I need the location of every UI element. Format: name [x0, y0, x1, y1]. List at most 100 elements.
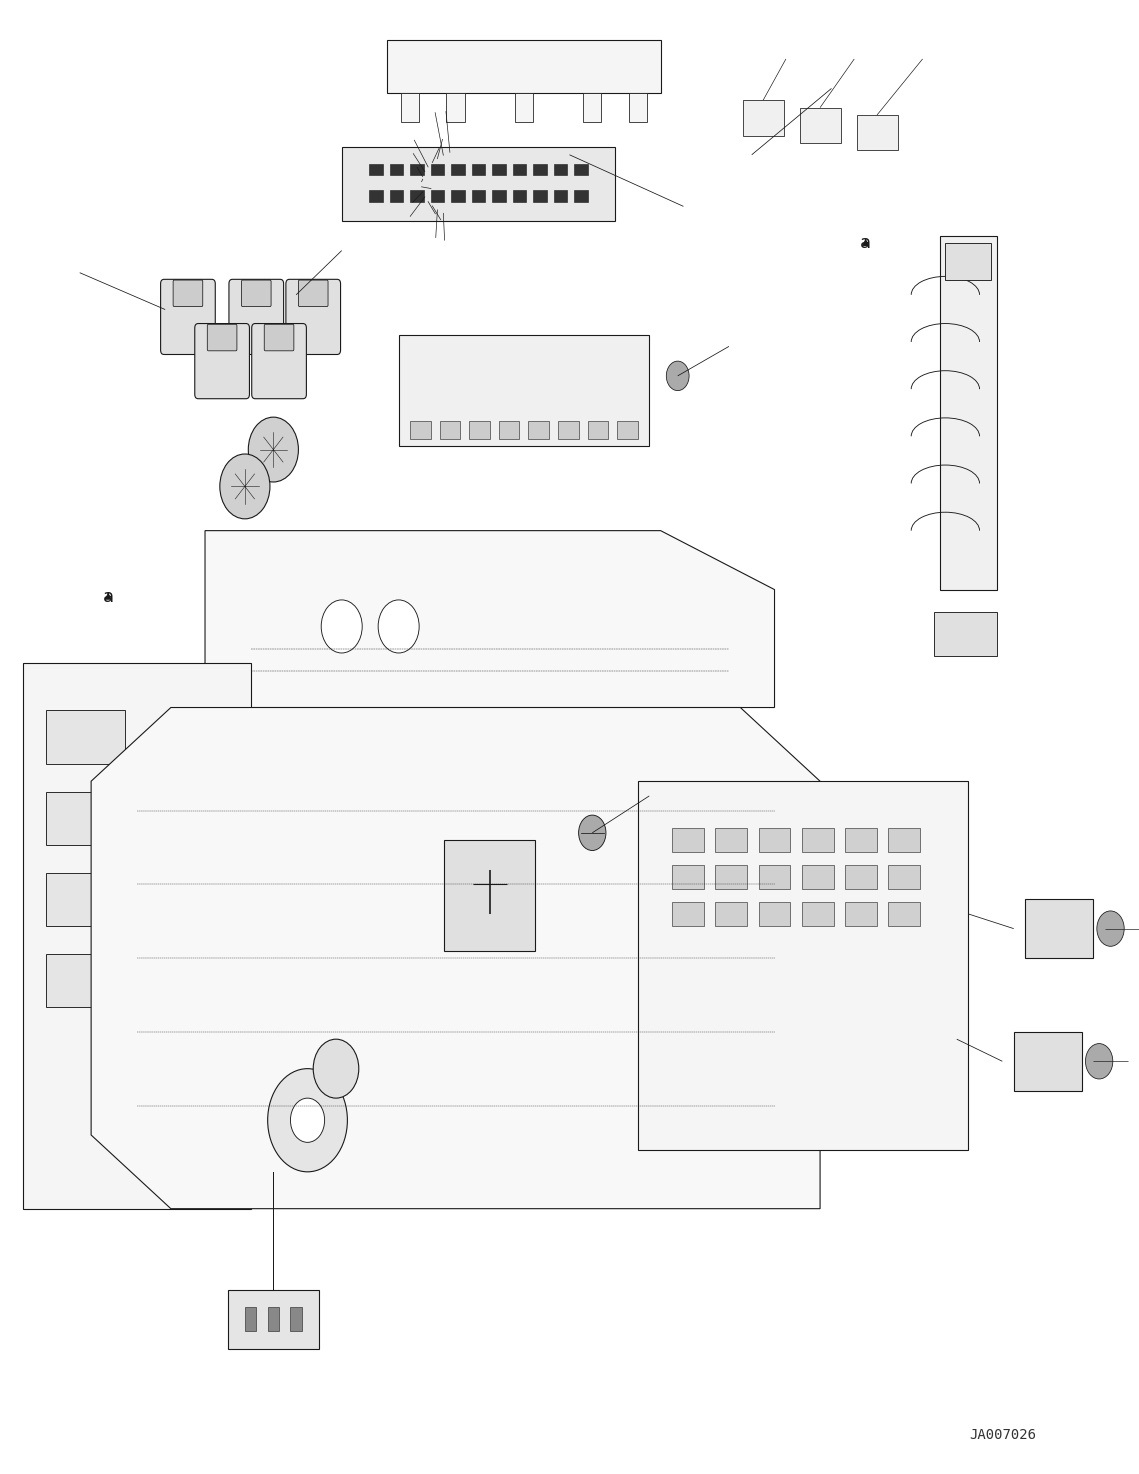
FancyBboxPatch shape	[207, 324, 237, 351]
FancyBboxPatch shape	[1025, 899, 1093, 958]
Text: JA007026: JA007026	[969, 1428, 1035, 1442]
FancyBboxPatch shape	[399, 336, 649, 447]
Circle shape	[313, 1039, 359, 1098]
Circle shape	[290, 1098, 325, 1142]
FancyBboxPatch shape	[46, 710, 125, 764]
FancyBboxPatch shape	[558, 422, 579, 439]
FancyBboxPatch shape	[672, 828, 704, 852]
Circle shape	[1097, 911, 1124, 946]
FancyBboxPatch shape	[472, 190, 485, 202]
FancyBboxPatch shape	[492, 164, 506, 175]
Circle shape	[579, 815, 606, 850]
FancyBboxPatch shape	[46, 873, 125, 926]
FancyBboxPatch shape	[857, 115, 898, 150]
Circle shape	[220, 454, 270, 519]
FancyBboxPatch shape	[298, 280, 328, 307]
FancyBboxPatch shape	[264, 324, 294, 351]
FancyBboxPatch shape	[715, 865, 747, 889]
FancyBboxPatch shape	[46, 792, 125, 845]
FancyBboxPatch shape	[252, 324, 306, 398]
FancyBboxPatch shape	[672, 865, 704, 889]
FancyBboxPatch shape	[499, 422, 519, 439]
FancyBboxPatch shape	[241, 280, 271, 307]
FancyBboxPatch shape	[515, 93, 533, 122]
Polygon shape	[638, 781, 968, 1150]
FancyBboxPatch shape	[46, 954, 125, 1007]
FancyBboxPatch shape	[800, 108, 841, 143]
FancyBboxPatch shape	[268, 1307, 279, 1331]
FancyBboxPatch shape	[759, 828, 790, 852]
FancyBboxPatch shape	[195, 324, 249, 398]
FancyBboxPatch shape	[940, 236, 997, 590]
FancyBboxPatch shape	[583, 93, 601, 122]
FancyBboxPatch shape	[451, 164, 465, 175]
FancyBboxPatch shape	[888, 902, 920, 926]
FancyBboxPatch shape	[617, 422, 638, 439]
FancyBboxPatch shape	[513, 164, 526, 175]
FancyBboxPatch shape	[390, 190, 403, 202]
FancyBboxPatch shape	[845, 828, 877, 852]
FancyBboxPatch shape	[574, 190, 588, 202]
FancyBboxPatch shape	[743, 100, 784, 136]
FancyBboxPatch shape	[342, 147, 615, 221]
Polygon shape	[91, 708, 820, 1209]
FancyBboxPatch shape	[574, 164, 588, 175]
FancyBboxPatch shape	[1014, 1032, 1082, 1091]
Circle shape	[268, 1069, 347, 1172]
FancyBboxPatch shape	[369, 190, 383, 202]
FancyBboxPatch shape	[629, 93, 647, 122]
FancyBboxPatch shape	[431, 164, 444, 175]
FancyBboxPatch shape	[410, 422, 431, 439]
FancyBboxPatch shape	[533, 164, 547, 175]
FancyBboxPatch shape	[715, 828, 747, 852]
FancyBboxPatch shape	[387, 40, 661, 93]
FancyBboxPatch shape	[715, 902, 747, 926]
Circle shape	[1085, 1044, 1113, 1079]
FancyBboxPatch shape	[934, 612, 997, 656]
Text: a: a	[103, 588, 114, 606]
FancyBboxPatch shape	[802, 865, 834, 889]
FancyBboxPatch shape	[802, 902, 834, 926]
Polygon shape	[205, 531, 775, 708]
FancyBboxPatch shape	[759, 902, 790, 926]
FancyBboxPatch shape	[554, 190, 567, 202]
FancyBboxPatch shape	[802, 828, 834, 852]
FancyBboxPatch shape	[286, 280, 341, 354]
Circle shape	[378, 600, 419, 653]
FancyBboxPatch shape	[845, 865, 877, 889]
FancyBboxPatch shape	[161, 280, 215, 354]
FancyBboxPatch shape	[410, 190, 424, 202]
FancyBboxPatch shape	[173, 280, 203, 307]
Circle shape	[248, 417, 298, 482]
FancyBboxPatch shape	[440, 422, 460, 439]
Circle shape	[321, 600, 362, 653]
FancyBboxPatch shape	[229, 280, 284, 354]
Circle shape	[666, 361, 689, 391]
FancyBboxPatch shape	[444, 840, 535, 951]
FancyBboxPatch shape	[451, 190, 465, 202]
FancyBboxPatch shape	[492, 190, 506, 202]
FancyBboxPatch shape	[410, 164, 424, 175]
FancyBboxPatch shape	[888, 828, 920, 852]
FancyBboxPatch shape	[888, 865, 920, 889]
FancyBboxPatch shape	[290, 1307, 302, 1331]
FancyBboxPatch shape	[528, 422, 549, 439]
FancyBboxPatch shape	[401, 93, 419, 122]
FancyBboxPatch shape	[469, 422, 490, 439]
FancyBboxPatch shape	[369, 164, 383, 175]
FancyBboxPatch shape	[431, 190, 444, 202]
FancyBboxPatch shape	[446, 93, 465, 122]
FancyBboxPatch shape	[390, 164, 403, 175]
FancyBboxPatch shape	[554, 164, 567, 175]
FancyBboxPatch shape	[945, 243, 991, 280]
Text: a: a	[860, 234, 871, 252]
FancyBboxPatch shape	[588, 422, 608, 439]
FancyBboxPatch shape	[245, 1307, 256, 1331]
Polygon shape	[23, 663, 251, 1209]
FancyBboxPatch shape	[513, 190, 526, 202]
FancyBboxPatch shape	[533, 190, 547, 202]
FancyBboxPatch shape	[228, 1290, 319, 1349]
FancyBboxPatch shape	[472, 164, 485, 175]
FancyBboxPatch shape	[759, 865, 790, 889]
FancyBboxPatch shape	[845, 902, 877, 926]
